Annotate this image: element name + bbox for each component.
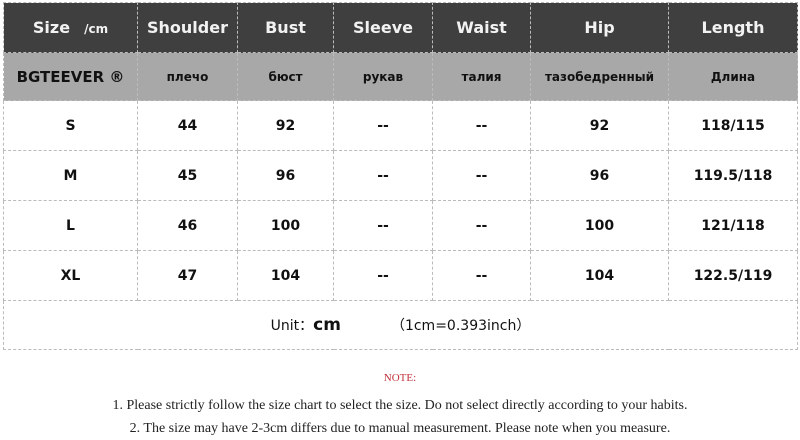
table-cell: 121/118 [668,200,798,251]
header-row: Size/cm Shoulder Bust Sleeve Waist Hip L… [3,2,798,53]
table-cell: XL [3,250,138,301]
table-cell: 104 [530,250,669,301]
header-size: Size/cm [3,2,138,53]
unit-conversion: （1cm=0.393inch） [390,318,531,334]
table-cell: 92 [237,100,334,151]
unit-label: /cm [84,22,109,36]
subheader-row: BGTEEVER ® плечо бюст рукав талия тазобе… [3,52,798,101]
table-cell: 104 [237,250,334,301]
note-line: 1. Please strictly follow the size chart… [112,398,688,413]
table-cell: -- [333,150,433,201]
table-cell: 45 [137,150,238,201]
unit-text: Unit： [270,318,314,334]
subheader-cell: бюст [237,52,334,101]
table-cell: 122.5/119 [668,250,798,301]
table-cell: -- [432,150,531,201]
table-cell: 44 [137,100,238,151]
header-cell: Length [668,2,798,53]
subheader-cell: талия [432,52,531,101]
table-cell: 96 [237,150,334,201]
table-cell: 96 [530,150,669,201]
size-chart-table: Size/cm Shoulder Bust Sleeve Waist Hip L… [3,2,798,350]
table-cell: -- [432,250,531,301]
table-cell: -- [333,100,433,151]
table-cell: M [3,150,138,201]
table-cell: 100 [237,200,334,251]
table-row: L 46 100 -- -- 100 121/118 [3,200,798,251]
table-cell: 118/115 [668,100,798,151]
note-title: NOTE: [383,372,417,384]
subheader-cell: тазобедренный [530,52,669,101]
header-cell: Bust [237,2,334,53]
table-row: XL 47 104 -- -- 104 122.5/119 [3,250,798,301]
table-cell: L [3,200,138,251]
table-cell: 119.5/118 [668,150,798,201]
subheader-cell: Длина [668,52,798,101]
table-row: M 45 96 -- -- 96 119.5/118 [3,150,798,201]
table-cell: 47 [137,250,238,301]
table-cell: -- [432,200,531,251]
header-cell: Shoulder [137,2,238,53]
table-cell: S [3,100,138,151]
table-cell: 100 [530,200,669,251]
header-cell: Sleeve [333,2,433,53]
header-cell: Waist [432,2,531,53]
size-label: Size [32,18,71,37]
table-cell: 92 [530,100,669,151]
unit-row: Unit：cm （1cm=0.393inch） [3,300,798,350]
table-cell: -- [432,100,531,151]
table-cell: -- [333,200,433,251]
subheader-cell: плечо [137,52,238,101]
subheader-cell: рукав [333,52,433,101]
header-cell: Hip [530,2,669,53]
unit-value: cm [313,315,341,335]
brand-name: BGTEEVER ® [3,52,138,101]
table-cell: 46 [137,200,238,251]
table-row: S 44 92 -- -- 92 118/115 [3,100,798,151]
note-line: 2. The size may have 2-3cm differs due t… [129,421,671,436]
table-cell: -- [333,250,433,301]
unit-cell: Unit：cm （1cm=0.393inch） [3,300,798,350]
